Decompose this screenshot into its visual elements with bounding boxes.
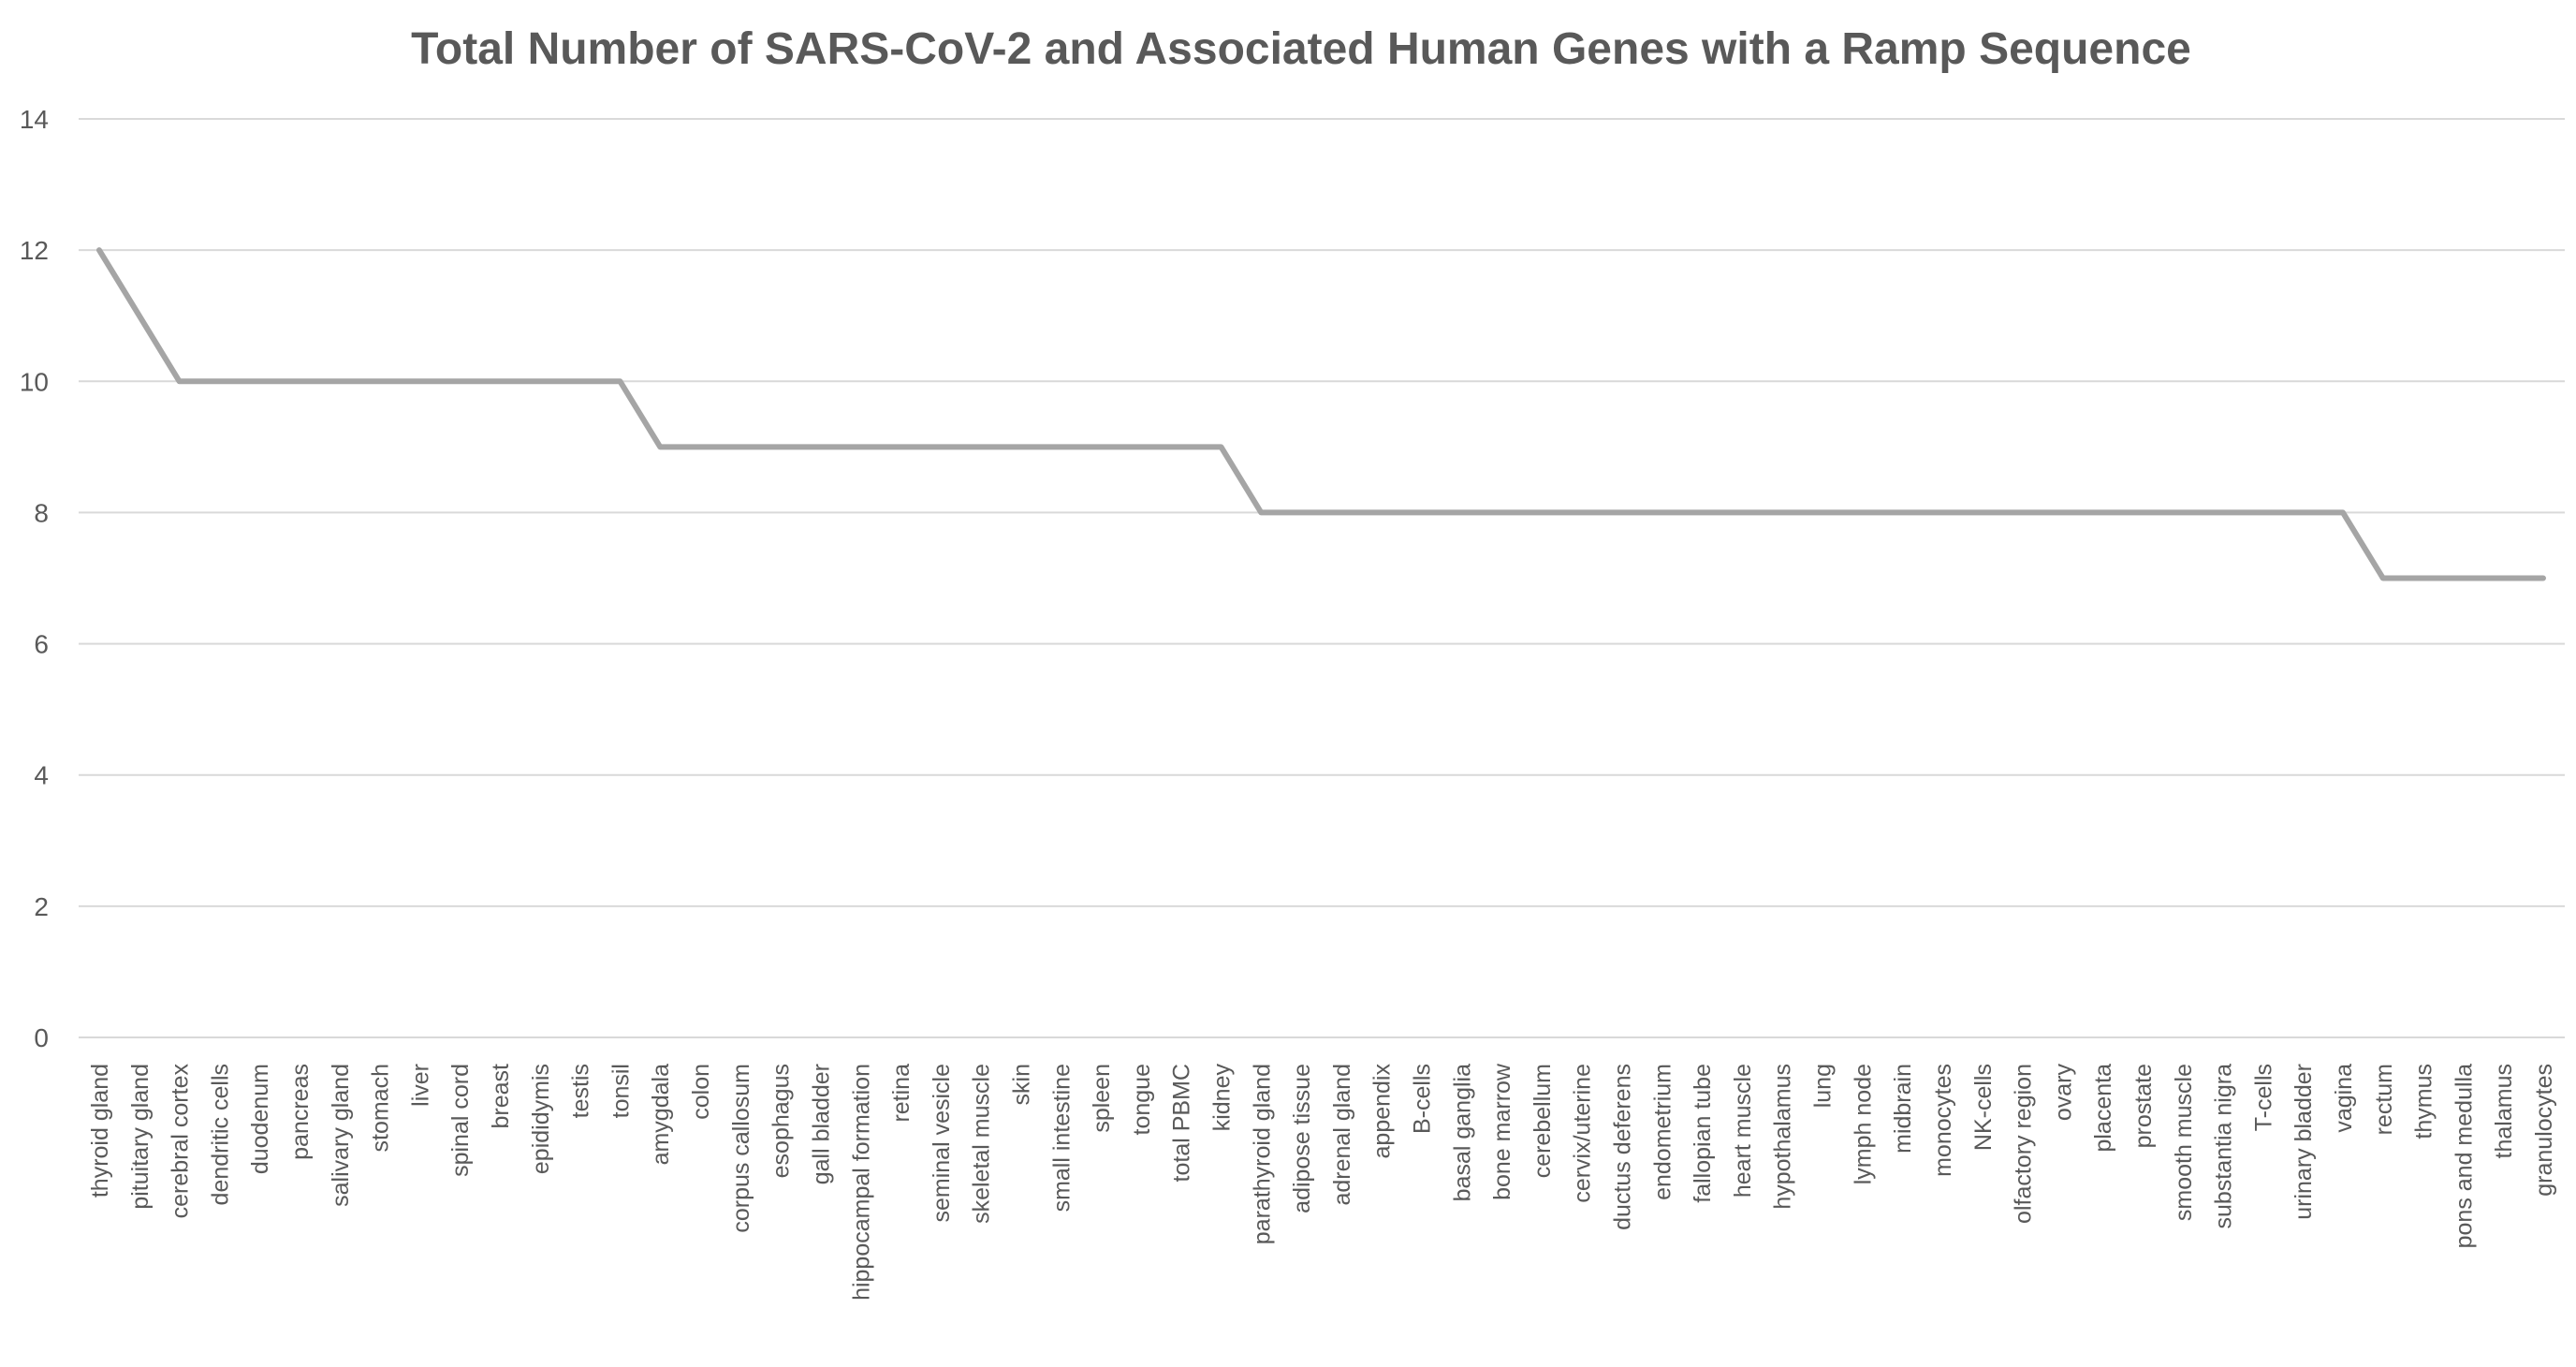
x-tick-label: hippocampal formation <box>848 1064 874 1301</box>
x-tick-label: pons and medulla <box>2451 1064 2477 1248</box>
x-tick-label: lung <box>1810 1064 1837 1108</box>
y-tick-label: 8 <box>34 498 49 527</box>
x-tick-label: B-cells <box>1410 1064 1436 1134</box>
x-tick-label: basal ganglia <box>1449 1064 1475 1201</box>
series-line <box>96 247 2546 581</box>
x-tick-label: heart muscle <box>1730 1064 1756 1198</box>
x-tick-label: appendix <box>1369 1064 1396 1159</box>
x-tick-label: esophagus <box>768 1064 795 1178</box>
x-tick-label: gall bladder <box>808 1064 834 1184</box>
x-tick-label: seminal vesicle <box>929 1064 955 1223</box>
x-tick-label: monocytes <box>1930 1064 1956 1177</box>
y-tick-label: 0 <box>34 1023 49 1052</box>
gridlines <box>79 118 2565 1038</box>
x-tick-label: amygdala <box>648 1064 674 1165</box>
x-tick-label: ductus deferens <box>1610 1064 1636 1230</box>
x-tick-label: tonsil <box>607 1064 634 1118</box>
x-tick-label: spleen <box>1089 1064 1115 1133</box>
x-tick-label: spinal cord <box>447 1064 474 1177</box>
x-tick-label: tongue <box>1129 1064 1155 1135</box>
x-tick-label: duodenum <box>247 1064 273 1174</box>
x-tick-label: pancreas <box>287 1064 314 1160</box>
x-tick-label: placenta <box>2090 1064 2116 1153</box>
y-axis-tick-labels: 0 2 4 6 8 10 12 14 <box>20 105 49 1052</box>
x-tick-label: rectum <box>2371 1064 2397 1135</box>
x-tick-label: midbrain <box>1890 1064 1916 1154</box>
x-tick-label: colon <box>688 1064 714 1120</box>
x-tick-label: NK-cells <box>1970 1064 1997 1151</box>
x-tick-label: cerebellum <box>1530 1064 1556 1178</box>
x-tick-label: adrenal gland <box>1329 1064 1355 1206</box>
x-tick-label: lymph node <box>1850 1064 1876 1184</box>
x-tick-label: epididymis <box>528 1064 554 1174</box>
y-tick-label: 14 <box>20 105 49 134</box>
x-tick-label: stomach <box>368 1064 394 1152</box>
x-tick-label: thyroid gland <box>87 1064 113 1198</box>
x-tick-label: cervix/uterine <box>1570 1064 1596 1203</box>
x-tick-label: endometrium <box>1649 1064 1676 1200</box>
x-tick-label: cerebral cortex <box>168 1064 194 1219</box>
x-tick-label: prostate <box>2130 1064 2157 1148</box>
x-tick-label: fallopian tube <box>1690 1064 1716 1203</box>
x-tick-label: testis <box>568 1064 594 1118</box>
x-tick-label: pituitary gland <box>127 1064 154 1210</box>
x-tick-label: total PBMC <box>1169 1064 1195 1182</box>
x-tick-label: T-cells <box>2250 1064 2276 1131</box>
x-tick-label: retina <box>888 1064 915 1123</box>
y-tick-label: 2 <box>34 892 49 921</box>
x-tick-label: smooth muscle <box>2171 1064 2197 1221</box>
x-tick-label: bone marrow <box>1489 1063 1515 1200</box>
x-tick-label: dendritic cells <box>207 1064 233 1205</box>
x-tick-label: adipose tissue <box>1289 1064 1315 1213</box>
y-tick-label: 12 <box>20 236 49 265</box>
series-layer <box>96 247 2546 581</box>
y-tick-label: 10 <box>20 367 49 396</box>
x-tick-label: parathyroid gland <box>1249 1064 1275 1244</box>
x-tick-label: kidney <box>1208 1064 1235 1132</box>
x-tick-label: breast <box>488 1064 514 1129</box>
x-axis-tick-labels: thyroid gland pituitary gland cerebral cor… <box>87 1063 2557 1301</box>
x-tick-label: small intestine <box>1048 1064 1075 1212</box>
x-tick-label: granulocytes <box>2531 1064 2557 1197</box>
y-tick-label: 6 <box>34 630 49 659</box>
x-tick-label: salivary gland <box>328 1064 354 1207</box>
y-tick-label: 4 <box>34 761 49 790</box>
x-tick-label: liver <box>407 1064 433 1107</box>
x-tick-label: urinary bladder <box>2291 1064 2317 1220</box>
x-tick-label: corpus callosum <box>728 1064 754 1233</box>
x-tick-label: vagina <box>2331 1064 2357 1133</box>
x-tick-label: ovary <box>2050 1064 2076 1122</box>
x-tick-label: substantia nigra <box>2211 1064 2237 1229</box>
x-tick-label: thymus <box>2411 1064 2437 1139</box>
x-tick-label: olfactory region <box>2011 1064 2037 1224</box>
x-tick-label: thalamus <box>2491 1064 2517 1158</box>
chart-title: Total Number of SARS-CoV-2 and Associate… <box>411 24 2191 74</box>
x-tick-label: hypothalamus <box>1770 1064 1796 1210</box>
x-tick-label: skin <box>1008 1064 1034 1105</box>
x-tick-label: skeletal muscle <box>969 1064 995 1224</box>
